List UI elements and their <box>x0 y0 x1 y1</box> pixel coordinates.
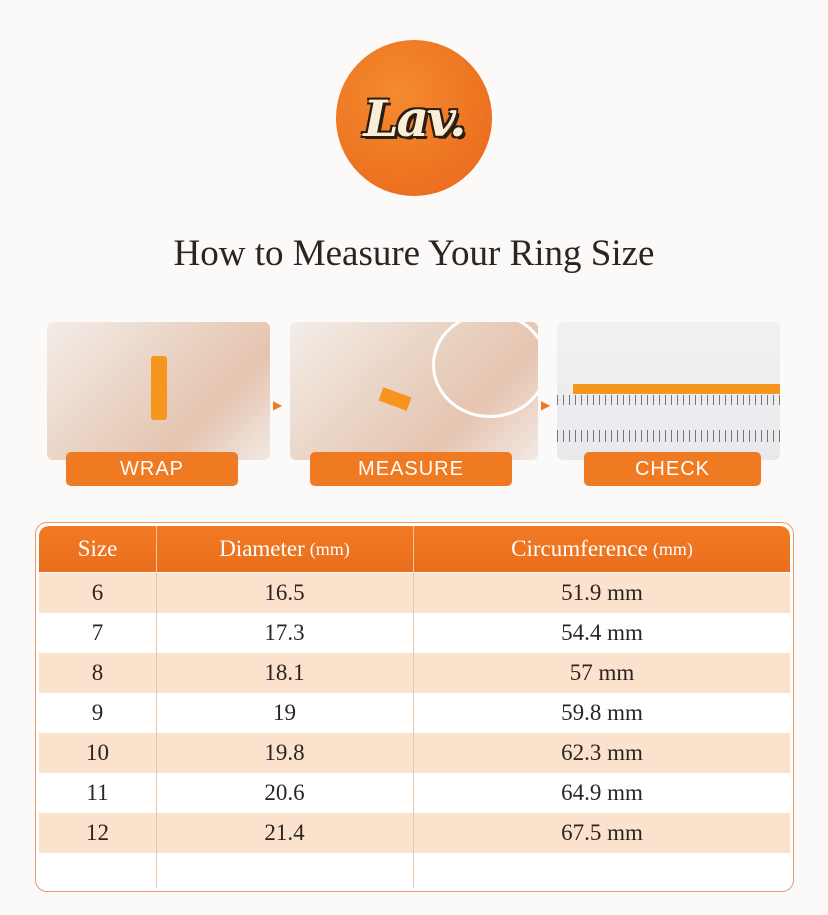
cell-size: 7 <box>91 620 104 645</box>
check-step-image <box>557 322 780 460</box>
arrow-icon: ▶ <box>273 398 283 412</box>
table-row: 12 21.4 67.5 mm <box>39 813 790 853</box>
brand-logo: Lav. <box>336 40 492 196</box>
table-row: 6 16.5 51.9 mm <box>39 573 790 613</box>
cell-circumference: 62.3 mm <box>561 740 643 765</box>
cell-diameter: 19 <box>273 700 296 725</box>
cell-circumference: 51.9 mm <box>561 580 643 605</box>
cell-size: 10 <box>86 740 109 765</box>
cell-diameter: 21.4 <box>264 820 305 845</box>
page-title: How to Measure Your Ring Size <box>173 233 655 274</box>
header-size: Size <box>77 536 118 561</box>
cell-size: 8 <box>91 660 104 685</box>
table-row: 10 19.8 62.3 mm <box>39 733 790 773</box>
cell-size: 6 <box>91 580 104 605</box>
table-row: 7 17.3 54.4 mm <box>39 613 790 653</box>
cell-diameter: 20.6 <box>264 780 305 805</box>
wrap-label: WRAP <box>66 452 238 486</box>
cell-circumference: 64.9 mm <box>561 780 643 805</box>
cell-circumference: 59.8 mm <box>561 700 643 725</box>
ring-size-table: Size Diameter (mm) Circumference (mm) 6 16.… <box>35 522 794 892</box>
cell-size: 12 <box>86 820 109 845</box>
header-diameter: Diameter (mm) <box>219 536 350 561</box>
measure-step-image <box>290 322 538 460</box>
cell-diameter: 17.3 <box>264 620 305 645</box>
table-header: Size Diameter (mm) Circumference (mm) <box>39 526 790 572</box>
check-label: CHECK <box>584 452 761 486</box>
logo-text: Lav. <box>363 88 467 148</box>
table-row: 8 18.1 57 mm <box>39 653 790 693</box>
wrap-step-image <box>47 322 270 460</box>
cell-circumference: 57 mm <box>569 660 635 685</box>
arrow-icon: ▶ <box>541 398 551 412</box>
cell-diameter: 16.5 <box>264 580 305 605</box>
table-row: 9 19 59.8 mm <box>39 693 790 733</box>
cell-circumference: 67.5 mm <box>561 820 643 845</box>
header-circumference: Circumference (mm) <box>511 536 693 561</box>
cell-size: 9 <box>91 700 104 725</box>
cell-diameter: 19.8 <box>264 740 305 765</box>
cell-size: 11 <box>86 780 109 805</box>
measure-label: MEASURE <box>310 452 512 486</box>
cell-diameter: 18.1 <box>264 660 305 685</box>
table-row: 11 20.6 64.9 mm <box>39 773 790 813</box>
cell-circumference: 54.4 mm <box>561 620 643 645</box>
